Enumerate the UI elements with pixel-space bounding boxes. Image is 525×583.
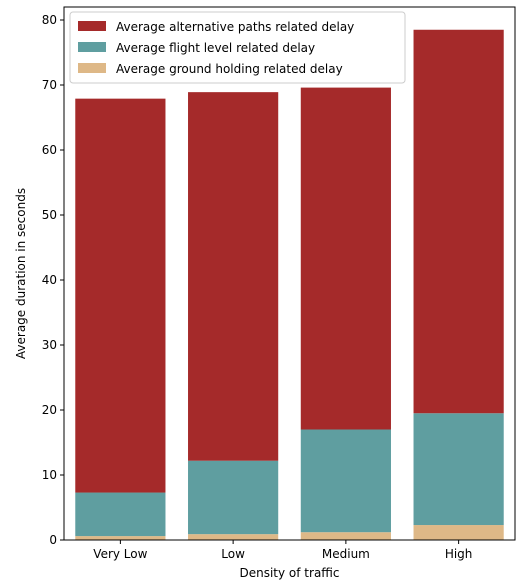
bar-low-series-0 bbox=[188, 534, 279, 540]
legend-swatch bbox=[78, 21, 106, 31]
axes-group: 0 10 20 30 40 50 60 70 80 Very Low Low Medium High bbox=[42, 6, 516, 561]
bar-low-series-2 bbox=[188, 92, 279, 461]
x-tick-label: Medium bbox=[322, 547, 370, 561]
x-axis-label: Density of traffic bbox=[239, 566, 339, 580]
bar-low-series-1 bbox=[188, 460, 279, 535]
bar-very-low-series-1 bbox=[75, 492, 166, 537]
bar-medium-series-0 bbox=[300, 532, 391, 540]
legend-swatch bbox=[78, 63, 106, 73]
y-tick-label: 40 bbox=[42, 273, 57, 287]
legend-label: Average alternative paths related delay bbox=[116, 20, 354, 34]
x-tick-label: Low bbox=[221, 547, 245, 561]
bar-high-series-2 bbox=[413, 29, 504, 414]
y-axis-label: Average duration in seconds bbox=[14, 188, 28, 359]
x-tick-label: High bbox=[445, 547, 473, 561]
y-tick-label: 30 bbox=[42, 338, 57, 352]
bar-very-low-series-2 bbox=[75, 98, 166, 493]
bar-medium-series-2 bbox=[300, 87, 391, 430]
bar-high-series-1 bbox=[413, 413, 504, 526]
y-tick-label: 10 bbox=[42, 468, 57, 482]
bar-medium-series-1 bbox=[300, 429, 391, 533]
plot-frame bbox=[63, 6, 516, 541]
y-tick-label: 0 bbox=[49, 533, 57, 547]
legend: Average alternative paths related delay A… bbox=[69, 11, 406, 84]
bar-high-series-0 bbox=[413, 525, 504, 540]
y-tick-label: 80 bbox=[42, 13, 57, 27]
legend-box bbox=[69, 11, 406, 84]
y-tick-label: 60 bbox=[42, 143, 57, 157]
legend-swatch bbox=[78, 42, 106, 52]
y-tick-label: 50 bbox=[42, 208, 57, 222]
y-tick-label: 70 bbox=[42, 78, 57, 92]
y-tick-label: 20 bbox=[42, 403, 57, 417]
x-tick-label: Very Low bbox=[93, 547, 147, 561]
bar-very-low-series-0 bbox=[75, 536, 166, 540]
legend-label: Average ground holding related delay bbox=[116, 62, 343, 76]
bars-group bbox=[75, 29, 504, 540]
legend-label: Average flight level related delay bbox=[116, 41, 315, 55]
